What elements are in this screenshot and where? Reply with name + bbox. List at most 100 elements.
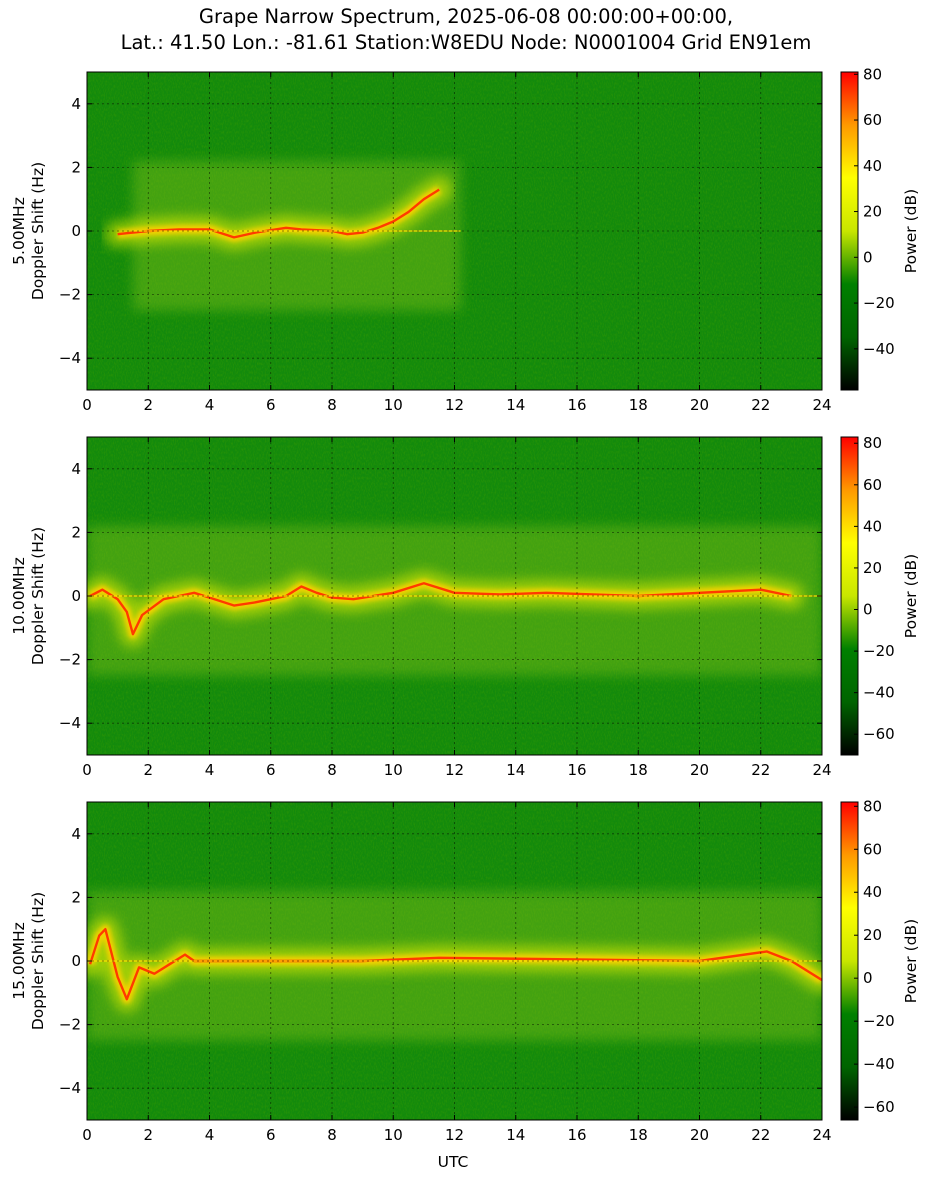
y-tick-label: −4: [59, 349, 81, 367]
x-tick-label: 14: [506, 1126, 525, 1144]
y-axis-label-frequency: 5.00MHz: [10, 197, 28, 265]
x-tick-label: 4: [205, 761, 215, 779]
x-tick-label: 6: [266, 396, 276, 414]
colorbar: −60 −40 −20 0 20 40 60 80 Power (dB): [840, 434, 920, 756]
y-axis-label: Doppler Shift (Hz): [29, 892, 47, 1030]
chart-title: Grape Narrow Spectrum, 2025-06-08 00:00:…: [0, 4, 932, 56]
colorbar-label: Power (dB): [902, 554, 920, 638]
x-tick-label: 0: [82, 761, 92, 779]
x-tick-label: 16: [567, 761, 586, 779]
y-tick-label: −4: [59, 1079, 81, 1097]
colorbar-tick-label: 40: [863, 157, 882, 175]
colorbar-tick-label: 60: [863, 111, 882, 129]
chart-title-line-1: Grape Narrow Spectrum, 2025-06-08 00:00:…: [198, 5, 734, 28]
colorbar: −40 −20 0 20 40 60 80 Power (dB): [840, 65, 920, 391]
colorbar-tick-label: −20: [863, 1012, 895, 1030]
colorbar-tick-label: 20: [863, 203, 882, 221]
x-tick-label: 24: [812, 1126, 831, 1144]
signal-layer: [87, 526, 822, 676]
x-tick-label: 10: [384, 396, 403, 414]
y-axis-label-frequency: 10.00MHz: [10, 557, 28, 635]
chart-title-line-2: Lat.: 41.50 Lon.: -81.61 Station:W8EDU N…: [120, 31, 812, 54]
colorbar-gradient: [840, 71, 859, 391]
x-tick-label: 20: [690, 761, 709, 779]
y-tick-label: 4: [71, 460, 81, 478]
x-tick-label: 22: [751, 761, 770, 779]
colorbar-label: Power (dB): [902, 919, 920, 1003]
colorbar-gradient: [840, 436, 859, 756]
colorbar-tick-label: 20: [863, 926, 882, 944]
x-tick-label: 22: [751, 1126, 770, 1144]
colorbar-tick-label: 20: [863, 559, 882, 577]
colorbar-tick-label: −60: [863, 725, 895, 743]
x-tick-label: 2: [143, 396, 153, 414]
y-tick-label: 2: [71, 158, 81, 176]
y-tick-label: −2: [59, 651, 81, 669]
x-tick-label: 6: [266, 1126, 276, 1144]
colorbar-tick-label: 80: [863, 434, 882, 452]
x-tick-label: 16: [567, 396, 586, 414]
colorbar-tick-label: 0: [863, 248, 873, 266]
y-tick-label: −4: [59, 714, 81, 732]
x-tick-label: 4: [205, 1126, 215, 1144]
y-tick-label: 0: [71, 222, 81, 240]
x-tick-label: 20: [690, 396, 709, 414]
x-tick-label: 24: [812, 761, 831, 779]
signal-layer: [87, 891, 822, 1041]
x-tick-label: 20: [690, 1126, 709, 1144]
x-tick-label: 14: [506, 761, 525, 779]
x-tick-label: 22: [751, 396, 770, 414]
x-tick-label: 6: [266, 761, 276, 779]
colorbar-tick-label: 80: [863, 797, 882, 815]
x-tick-label: 12: [445, 396, 464, 414]
x-tick-label: 18: [629, 396, 648, 414]
y-axis-label: Doppler Shift (Hz): [29, 527, 47, 665]
y-tick-label: 4: [71, 825, 81, 843]
colorbar-tick-label: −20: [863, 294, 895, 312]
colorbar-tick-label: 0: [863, 969, 873, 987]
x-tick-label: 14: [506, 396, 525, 414]
colorbar-tick-label: −40: [863, 684, 895, 702]
x-tick-label: 18: [629, 1126, 648, 1144]
y-tick-label: −2: [59, 1016, 81, 1034]
y-axis-label: Doppler Shift (Hz): [29, 162, 47, 300]
x-tick-label: 8: [327, 396, 337, 414]
x-tick-label: 2: [143, 1126, 153, 1144]
x-tick-label: 18: [629, 761, 648, 779]
x-tick-label: 12: [445, 1126, 464, 1144]
x-tick-label: 8: [327, 1126, 337, 1144]
x-tick-label: 10: [384, 761, 403, 779]
x-tick-label: 16: [567, 1126, 586, 1144]
x-tick-label: 10: [384, 1126, 403, 1144]
doppler-trace-core: [89, 582, 792, 636]
y-tick-label: −2: [59, 286, 81, 304]
y-axis-label-frequency: 15.00MHz: [10, 922, 28, 1000]
x-tick-label: 4: [205, 396, 215, 414]
colorbar-tick-label: 80: [863, 65, 882, 83]
colorbar-tick-label: −60: [863, 1098, 895, 1116]
y-tick-label: 4: [71, 95, 81, 113]
x-tick-label: 2: [143, 761, 153, 779]
colorbar-tick-label: 40: [863, 517, 882, 535]
signal-layer: [104, 161, 461, 311]
y-tick-label: 2: [71, 888, 81, 906]
colorbar-tick-label: −40: [863, 340, 895, 358]
x-tick-label: 8: [327, 761, 337, 779]
colorbar: −60 −40 −20 0 20 40 60 80 Power (dB): [840, 797, 920, 1121]
colorbar-gradient: [840, 801, 859, 1121]
colorbar-tick-label: 60: [863, 840, 882, 858]
colorbar-tick-label: 60: [863, 476, 882, 494]
colorbar-tick-label: 0: [863, 601, 873, 619]
x-tick-label: 24: [812, 396, 831, 414]
colorbar-tick-label: −20: [863, 642, 895, 660]
doppler-trace-core: [117, 188, 440, 239]
doppler-trace-core: [88, 928, 822, 1001]
y-tick-label: 0: [71, 587, 81, 605]
x-tick-label: 12: [445, 761, 464, 779]
y-tick-label: 2: [71, 523, 81, 541]
colorbar-label: Power (dB): [902, 189, 920, 273]
